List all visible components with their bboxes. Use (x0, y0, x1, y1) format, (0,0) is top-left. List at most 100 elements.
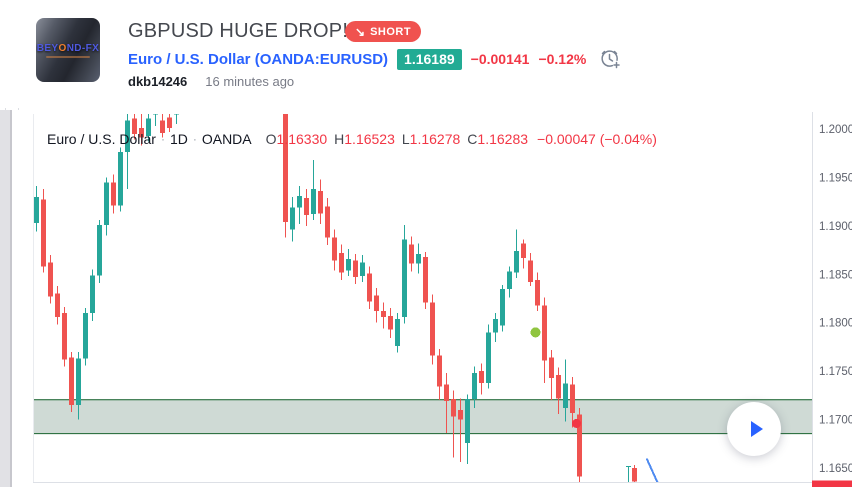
candle-body (514, 251, 519, 273)
candle-body (493, 318, 498, 333)
candle-body (318, 190, 323, 214)
candle-body (570, 384, 575, 413)
candle-body (160, 120, 165, 133)
price-axis-tick: 1.2000 (819, 124, 852, 136)
candle-body (395, 318, 400, 346)
candle-body (83, 313, 88, 359)
chart-marker-dot (572, 418, 581, 428)
candle-body (465, 399, 470, 443)
author-avatar[interactable]: BEYOND-FX (36, 18, 100, 82)
candle-body (388, 315, 393, 330)
price-axis-tick: 1.1650 (819, 463, 852, 475)
legend-high: 1.16523 (344, 131, 395, 147)
candle-body (118, 152, 123, 206)
candle-body (62, 313, 67, 360)
candle-body (297, 195, 302, 208)
author-username[interactable]: dkb14246 (128, 74, 188, 89)
candle-body (556, 375, 561, 399)
byline-row: dkb14246 16 minutes ago (128, 74, 294, 89)
legend-open: 1.16330 (276, 131, 328, 147)
avatar-logo-text: BEYOND-FX (36, 42, 100, 54)
idea-header: BEYOND-FX GBPUSD HUGE DROP!! ↘ SHORT Eur… (0, 0, 852, 108)
candle-body (367, 273, 372, 302)
candle-body (528, 260, 533, 283)
avatar-logo-subline (46, 55, 90, 58)
candle-body (381, 311, 386, 317)
candle-body (48, 262, 53, 297)
candle-body (472, 373, 477, 400)
candlestick-chart[interactable]: 1.2000 1.1950 1.1900 1.1850 1.1800 1.1750 1.17… (0, 112, 852, 487)
candle-body (167, 117, 172, 129)
candle-body (76, 358, 81, 406)
price-axis-tick: 1.1700 (819, 415, 852, 427)
candle-body (577, 414, 582, 477)
candle-body (402, 239, 407, 317)
candle-body (346, 258, 351, 271)
alarm-clock-plus-icon[interactable] (599, 47, 623, 71)
candle-body (34, 196, 39, 223)
trendline-fragment[interactable] (646, 458, 659, 483)
candle-body (55, 293, 60, 317)
arrow-southeast-icon: ↘ (355, 24, 366, 39)
candle-body (146, 118, 151, 136)
candle-body (430, 302, 435, 356)
candle-body (507, 271, 512, 289)
candle-body (535, 280, 540, 306)
candle-body (132, 118, 137, 134)
candle-body (174, 114, 179, 115)
candle-body (90, 275, 95, 314)
candle-body (626, 466, 631, 468)
symbol-price-row: Euro / U.S. Dollar (OANDA:EURUSD) 1.1618… (128, 48, 623, 70)
legend-change: −0.00047 (−0.04%) (537, 131, 657, 147)
candle-body (374, 295, 379, 312)
play-icon (751, 421, 763, 437)
candle-body (437, 355, 442, 387)
short-direction-badge: ↘ SHORT (345, 21, 422, 42)
legend-close: 1.16283 (477, 131, 529, 147)
legend-interval: 1D (169, 131, 188, 147)
chart-marker-dot (530, 327, 541, 338)
candle-body (451, 399, 456, 417)
candle-body (416, 253, 421, 264)
candle-body (325, 206, 330, 238)
candle-body (97, 224, 102, 276)
idea-title: GBPUSD HUGE DROP!! (128, 20, 354, 42)
candle-body (41, 199, 46, 267)
symbol-link[interactable]: Euro / U.S. Dollar (OANDA:EURUSD) (128, 50, 389, 68)
candle-body (632, 468, 637, 482)
candle-body (353, 260, 358, 278)
price-change-absolute: −0.00141 (470, 51, 530, 67)
price-axis-tick: 1.1900 (819, 221, 852, 233)
price-axis-tick: 1.1750 (819, 366, 852, 378)
background-left-strip (0, 110, 12, 487)
candle-body (290, 207, 295, 230)
candle-body (125, 120, 130, 153)
candle-body (332, 237, 337, 261)
play-button[interactable] (727, 402, 781, 456)
candle-body (69, 357, 74, 406)
price-axis-tick: 1.1800 (819, 318, 852, 330)
candle-body (542, 305, 547, 361)
candle-body (521, 243, 526, 258)
candle-body (423, 256, 428, 303)
price-change-percent: −0.12% (538, 51, 587, 67)
last-price-tag (812, 480, 852, 487)
candles-group (34, 114, 659, 483)
legend-symbol: Euro / U.S. Dollar (47, 131, 156, 147)
price-axis-tick: 1.1950 (819, 172, 852, 184)
candle-body (283, 114, 288, 222)
candle-body (111, 182, 116, 206)
support-band[interactable] (33, 399, 812, 434)
price-axis[interactable]: 1.2000 1.1950 1.1900 1.1850 1.1800 1.1750 1.17… (819, 124, 852, 475)
candle-body (409, 244, 414, 264)
candle-body (549, 357, 554, 378)
legend-ohlc-values: O1.16330 H1.16523 L1.16278 C1.16283 −0.0… (265, 131, 657, 147)
legend-separator: · (160, 132, 165, 146)
candle-body (360, 262, 365, 277)
candle-body (563, 383, 568, 408)
candle-body (339, 252, 344, 273)
candle-body (479, 371, 484, 383)
candle-body (311, 189, 316, 215)
candle-body (104, 182, 109, 225)
